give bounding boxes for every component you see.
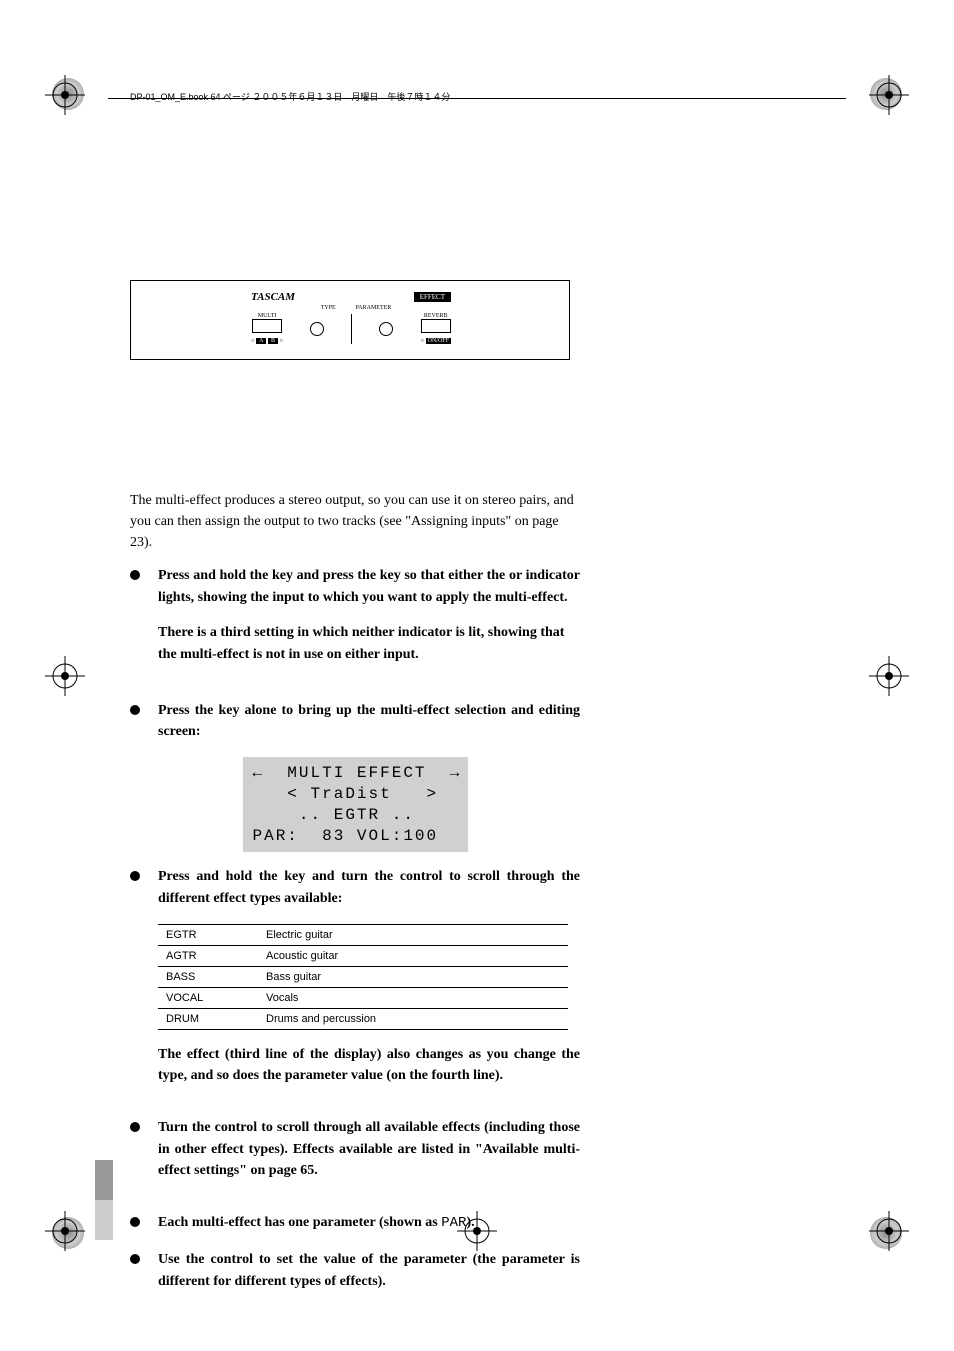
step-note: There is a third setting in which neithe… — [158, 622, 580, 665]
step-set-parameter: Use the control to set the value of the … — [158, 1249, 580, 1292]
registration-mark-icon — [45, 656, 85, 696]
effect-types-table: EGTRElectric guitar AGTRAcoustic guitar … — [158, 924, 568, 1030]
code-cell: AGTR — [158, 945, 258, 966]
onoff-label: ON/OFF — [426, 338, 451, 344]
table-row: VOCALVocals — [158, 987, 568, 1008]
desc-cell: Vocals — [258, 987, 568, 1008]
effect-label: EFFECT — [414, 292, 451, 302]
registration-mark-icon — [45, 75, 85, 115]
intro-paragraph: The multi-effect produces a stereo outpu… — [130, 490, 580, 553]
code-cell: EGTR — [158, 924, 258, 945]
code-cell: DRUM — [158, 1008, 258, 1029]
type-knob — [310, 322, 324, 336]
bullet-icon — [130, 871, 140, 881]
registration-mark-icon — [869, 656, 909, 696]
b-label: B — [268, 338, 278, 344]
desc-cell: Electric guitar — [258, 924, 568, 945]
parameter-knob — [379, 322, 393, 336]
bullet-icon — [130, 570, 140, 580]
bullet-icon — [130, 1254, 140, 1264]
control-panel-diagram: TASCAM EFFECT TYPE PARAMETER MULTI ○ A B… — [130, 280, 570, 360]
step-open-editor: Press the key alone to bring up the mult… — [158, 700, 580, 743]
page-content: TASCAM EFFECT TYPE PARAMETER MULTI ○ A B… — [130, 280, 580, 1306]
registration-mark-icon — [45, 1211, 85, 1251]
bullet-icon — [130, 1122, 140, 1132]
step-scroll-effects: Turn the control to scroll through all a… — [158, 1117, 580, 1182]
header-file-info: DP-01_OM_E.book 64 ページ ２００５年６月１３日 月曜日 午後… — [130, 90, 450, 103]
bullet-icon — [130, 1217, 140, 1227]
desc-cell: Acoustic guitar — [258, 945, 568, 966]
multi-button — [252, 319, 282, 333]
step-scroll-types: Press and hold the key and turn the cont… — [158, 866, 580, 909]
registration-mark-icon — [869, 1211, 909, 1251]
desc-cell: Bass guitar — [258, 966, 568, 987]
code-cell: VOCAL — [158, 987, 258, 1008]
page-side-tab — [95, 1200, 113, 1240]
desc-cell: Drums and percussion — [258, 1008, 568, 1029]
table-row: AGTRAcoustic guitar — [158, 945, 568, 966]
brand-label: TASCAM — [251, 291, 295, 303]
lcd-screen: ← MULTI EFFECT → < TraDist > .. EGTR .. … — [243, 757, 468, 852]
reverb-button — [421, 319, 451, 333]
step-assign-input: Press and hold the key and press the key… — [158, 565, 580, 608]
code-cell: BASS — [158, 966, 258, 987]
table-row: BASSBass guitar — [158, 966, 568, 987]
bullet-icon — [130, 705, 140, 715]
table-row: EGTRElectric guitar — [158, 924, 568, 945]
parameter-label: PARAMETER — [355, 305, 391, 311]
step-parameter-note: Each multi-effect has one parameter (sho… — [158, 1212, 475, 1235]
type-label: TYPE — [321, 305, 336, 311]
page-side-tab — [95, 1160, 113, 1200]
registration-mark-icon — [869, 75, 909, 115]
table-note: The effect (third line of the display) a… — [158, 1044, 580, 1087]
table-row: DRUMDrums and percussion — [158, 1008, 568, 1029]
a-label: A — [256, 338, 266, 344]
